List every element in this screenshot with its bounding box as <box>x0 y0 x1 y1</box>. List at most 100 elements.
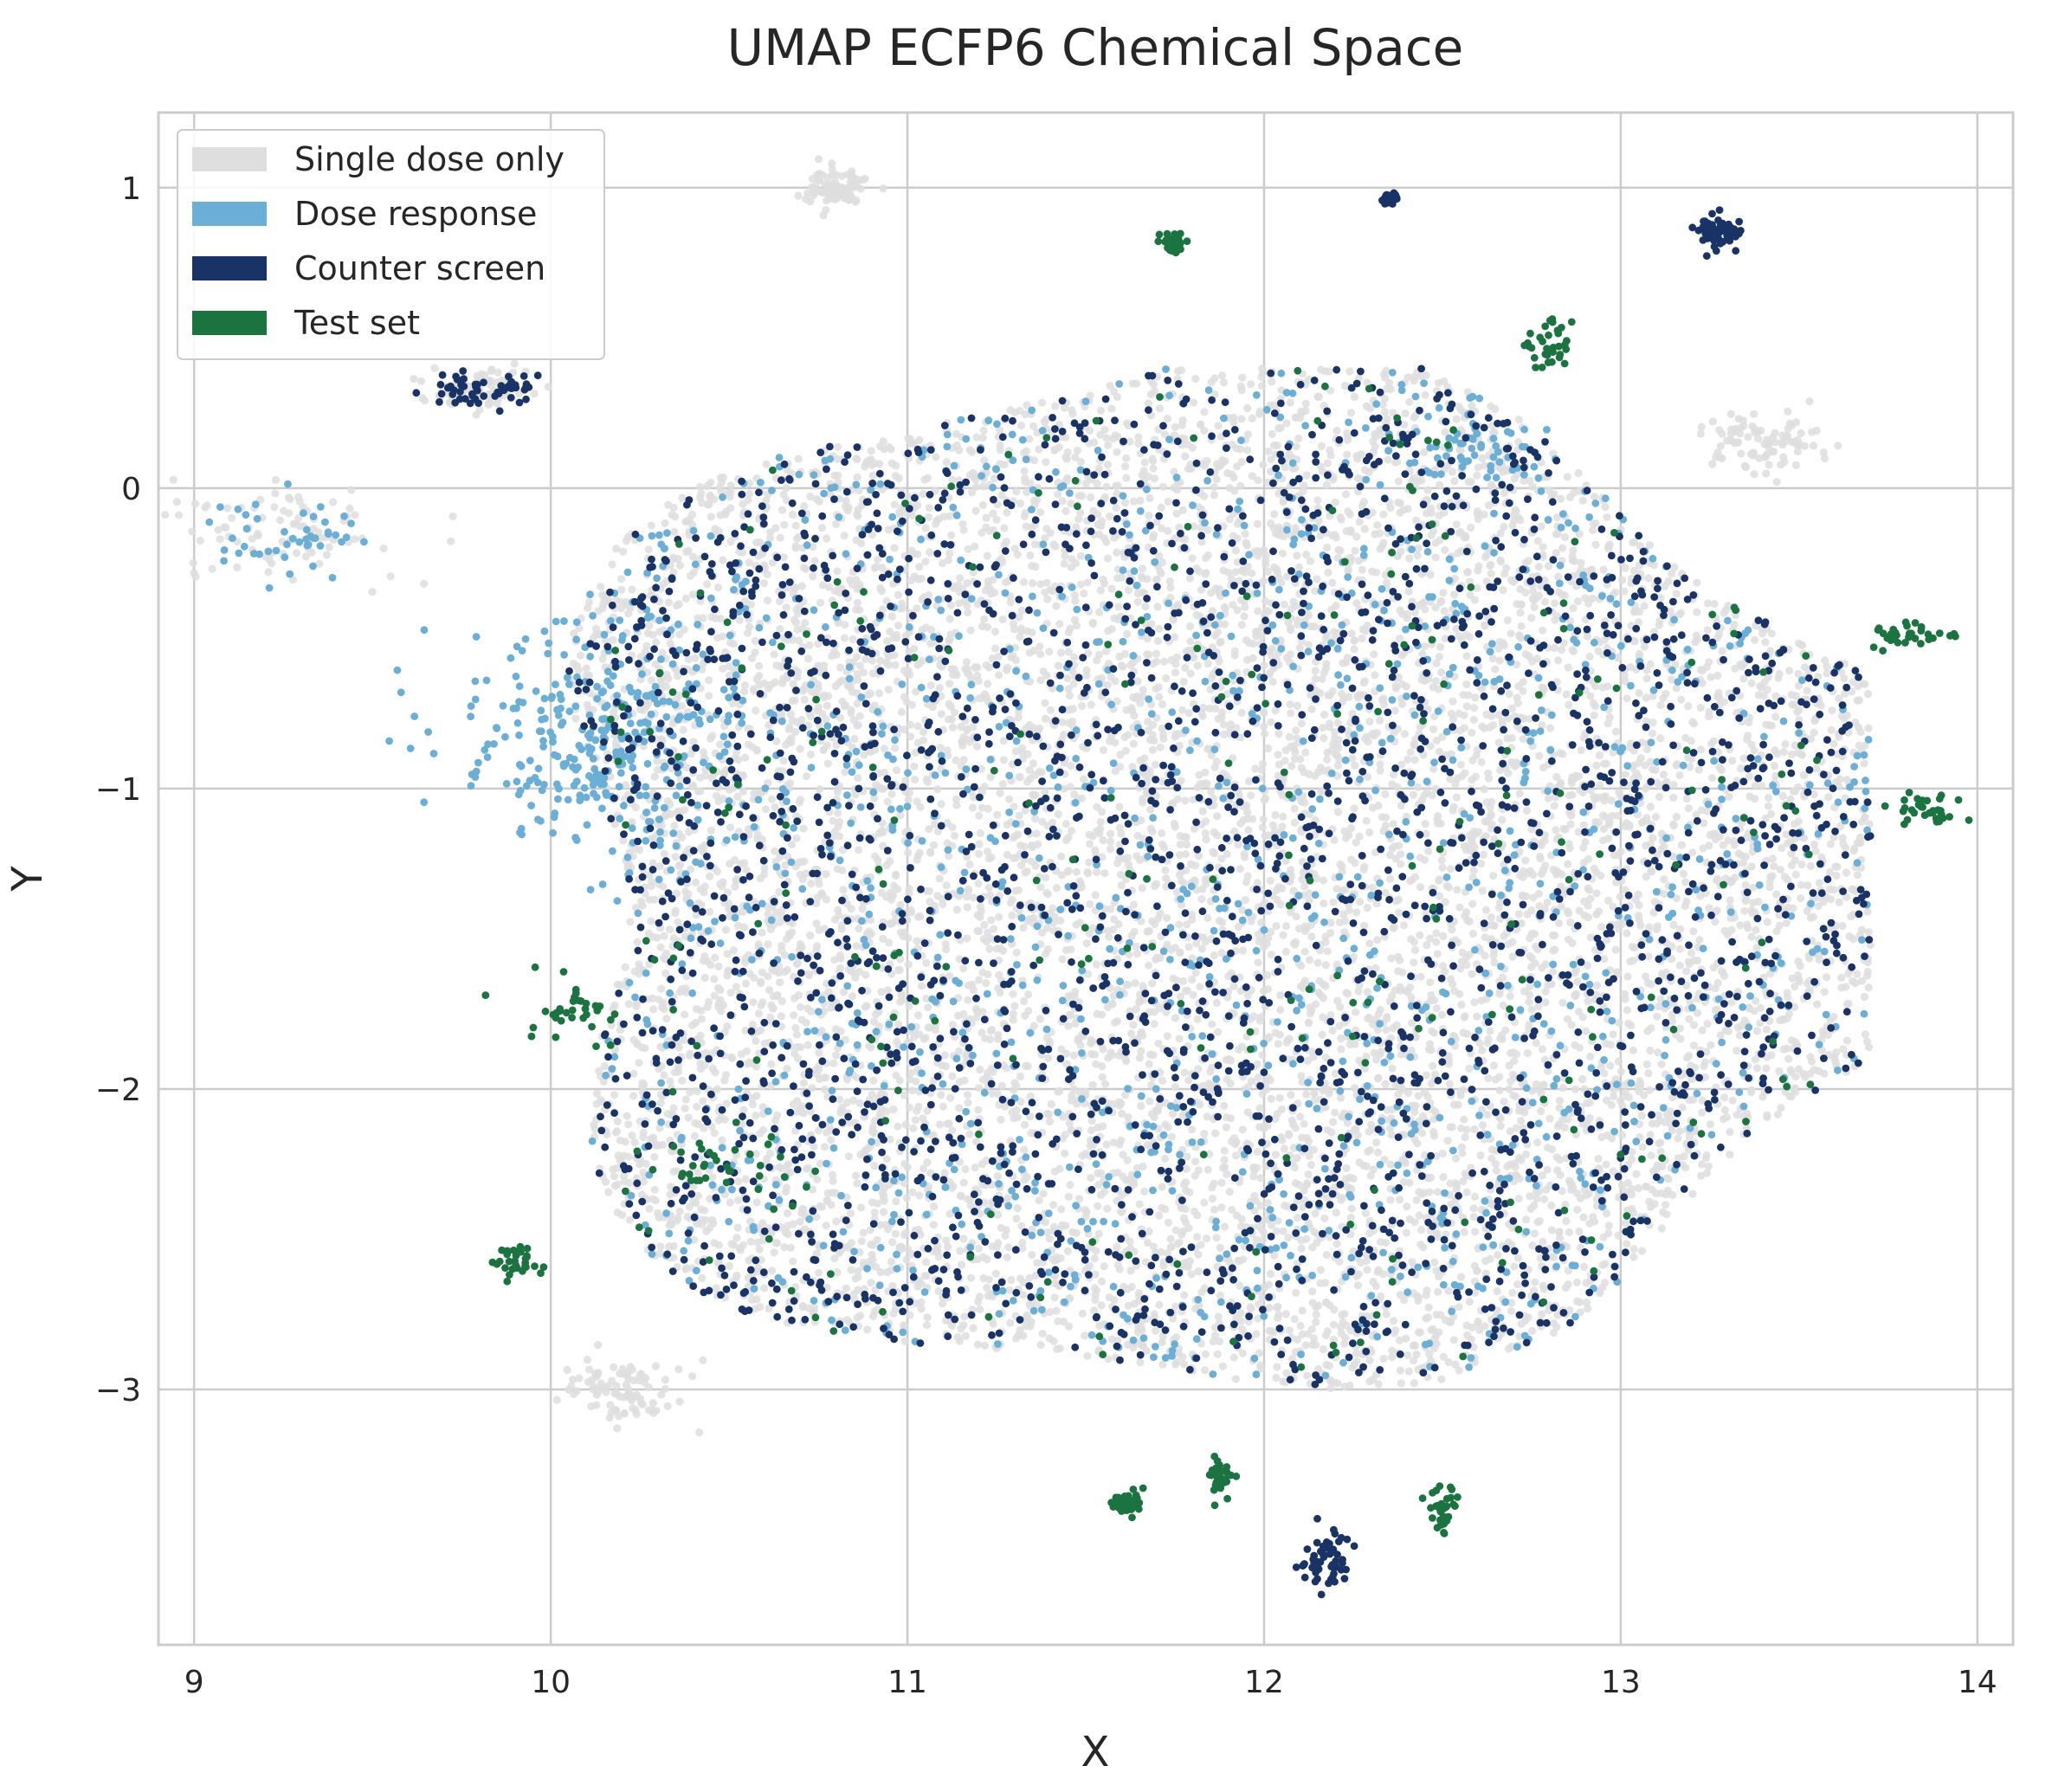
point-single-dose <box>691 654 700 662</box>
point-single-dose <box>1364 772 1372 782</box>
point-single-dose <box>1021 508 1030 517</box>
point-single-dose <box>1076 551 1085 561</box>
point-single-dose <box>1158 828 1166 838</box>
point-single-dose <box>1538 1310 1546 1318</box>
point-single-dose <box>1089 438 1099 447</box>
point-single-dose <box>1159 734 1168 743</box>
point-single-dose <box>1022 447 1030 455</box>
point-single-dose <box>1132 943 1140 951</box>
point-single-dose <box>1314 516 1323 525</box>
point-single-dose <box>1505 690 1513 699</box>
point-single-dose <box>1026 551 1035 560</box>
point-single-dose <box>962 893 971 901</box>
point-single-dose <box>1246 1303 1255 1312</box>
point-single-dose <box>1476 1151 1485 1160</box>
point-single-dose <box>1482 710 1491 719</box>
point-single-dose <box>1029 456 1039 465</box>
point-single-dose <box>844 1152 854 1161</box>
point-single-dose <box>1675 961 1684 970</box>
point-single-dose <box>1670 563 1679 572</box>
point-single-dose <box>1071 596 1080 605</box>
point-single-dose <box>957 1260 966 1269</box>
point-single-dose <box>1672 813 1681 822</box>
point-single-dose <box>822 1073 830 1082</box>
point-single-dose <box>919 1164 928 1173</box>
point-single-dose <box>1500 489 1509 498</box>
point-single-dose <box>1324 568 1333 577</box>
point-single-dose <box>915 563 924 571</box>
point-single-dose <box>1300 947 1309 956</box>
point-single-dose <box>1054 661 1062 670</box>
point-single-dose <box>1417 1129 1426 1138</box>
point-single-dose <box>1100 869 1109 878</box>
point-single-dose <box>887 1258 895 1267</box>
point-single-dose <box>1413 551 1422 560</box>
point-single-dose <box>1084 869 1093 878</box>
point-single-dose <box>976 1305 984 1314</box>
point-single-dose <box>1749 883 1758 892</box>
point-single-dose <box>1410 413 1418 422</box>
point-single-dose <box>1863 690 1873 699</box>
point-single-dose <box>1696 703 1705 712</box>
point-single-dose <box>1462 652 1471 661</box>
point-single-dose <box>984 1275 993 1284</box>
point-single-dose <box>1724 1027 1733 1035</box>
point-single-dose <box>1030 815 1040 823</box>
point-single-dose <box>1155 1300 1164 1309</box>
point-single-dose <box>1390 770 1398 779</box>
point-single-dose <box>1096 406 1106 415</box>
point-single-dose <box>1467 523 1475 532</box>
point-single-dose <box>784 1229 792 1239</box>
point-single-dose <box>1273 1363 1281 1371</box>
point-single-dose <box>1704 1162 1713 1170</box>
point-single-dose <box>1140 1187 1149 1196</box>
point-single-dose <box>1751 635 1759 645</box>
point-single-dose <box>1236 819 1245 828</box>
point-single-dose <box>1416 1328 1424 1337</box>
point-single-dose <box>1281 1310 1290 1318</box>
point-single-dose <box>1275 1093 1284 1102</box>
point-single-dose <box>1333 1240 1341 1248</box>
point-single-dose <box>997 1115 1005 1124</box>
point-single-dose <box>1194 1267 1203 1276</box>
point-single-dose <box>1606 1061 1615 1070</box>
point-single-dose <box>1106 382 1114 390</box>
point-single-dose <box>1158 1183 1166 1191</box>
point-single-dose <box>1483 1111 1492 1119</box>
point-single-dose <box>1219 378 1228 387</box>
point-single-dose <box>1456 760 1465 769</box>
point-single-dose <box>1038 1330 1047 1338</box>
point-single-dose <box>571 714 580 723</box>
point-single-dose <box>1208 1020 1216 1028</box>
point-single-dose <box>1404 1367 1413 1376</box>
point-single-dose <box>814 1126 823 1135</box>
point-single-dose <box>1158 1076 1167 1085</box>
point-single-dose <box>867 1279 875 1287</box>
point-single-dose <box>1403 505 1412 513</box>
point-single-dose <box>1229 1353 1238 1362</box>
point-single-dose <box>1513 1280 1522 1289</box>
point-single-dose <box>1462 908 1471 917</box>
point-single-dose <box>968 448 977 456</box>
point-single-dose <box>1649 834 1657 842</box>
point-single-dose <box>1495 1086 1504 1095</box>
point-single-dose <box>894 1122 902 1131</box>
point-single-dose <box>1073 446 1082 455</box>
point-single-dose <box>1493 1287 1501 1296</box>
point-single-dose <box>681 1010 689 1019</box>
point-single-dose <box>1291 938 1300 946</box>
point-single-dose <box>1765 793 1773 803</box>
point-single-dose <box>1276 991 1285 1000</box>
point-single-dose <box>1238 373 1247 382</box>
point-single-dose <box>1328 1026 1337 1035</box>
point-single-dose <box>1290 804 1299 813</box>
point-single-dose <box>789 1257 797 1266</box>
point-single-dose <box>1263 971 1272 980</box>
point-single-dose <box>973 1340 982 1349</box>
point-single-dose <box>1523 1048 1532 1058</box>
point-single-dose <box>1681 967 1691 976</box>
point-single-dose <box>1188 910 1197 919</box>
point-single-dose <box>760 1039 770 1047</box>
point-single-dose <box>1491 665 1500 674</box>
point-single-dose <box>1457 1001 1466 1009</box>
